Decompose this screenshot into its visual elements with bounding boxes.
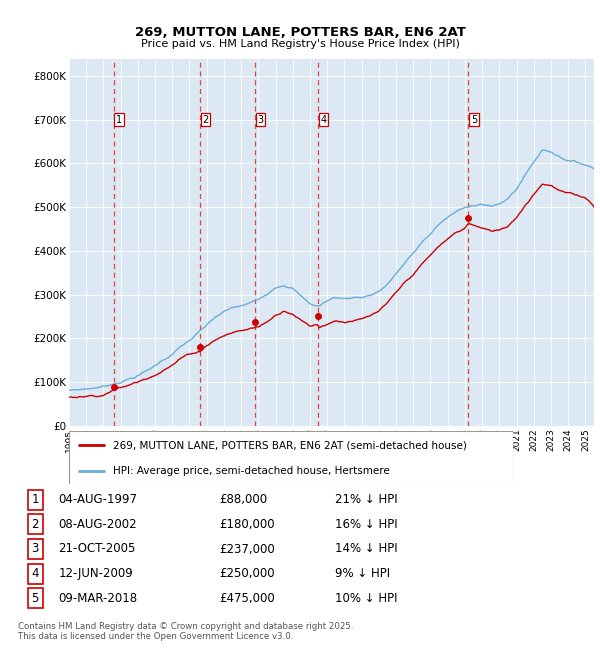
Text: £250,000: £250,000	[220, 567, 275, 580]
Text: 21-OCT-2005: 21-OCT-2005	[58, 543, 136, 556]
Text: 09-MAR-2018: 09-MAR-2018	[58, 592, 137, 604]
Text: 08-AUG-2002: 08-AUG-2002	[58, 518, 137, 531]
Text: 269, MUTTON LANE, POTTERS BAR, EN6 2AT: 269, MUTTON LANE, POTTERS BAR, EN6 2AT	[134, 26, 466, 39]
Text: 16% ↓ HPI: 16% ↓ HPI	[335, 518, 397, 531]
Text: 3: 3	[257, 114, 263, 125]
Text: 5: 5	[471, 114, 477, 125]
Text: Contains HM Land Registry data © Crown copyright and database right 2025.
This d: Contains HM Land Registry data © Crown c…	[18, 622, 353, 642]
Text: 269, MUTTON LANE, POTTERS BAR, EN6 2AT (semi-detached house): 269, MUTTON LANE, POTTERS BAR, EN6 2AT (…	[113, 440, 467, 450]
Text: 9% ↓ HPI: 9% ↓ HPI	[335, 567, 390, 580]
FancyBboxPatch shape	[69, 431, 513, 484]
Text: £88,000: £88,000	[220, 493, 268, 506]
Text: £180,000: £180,000	[220, 518, 275, 531]
Text: 10% ↓ HPI: 10% ↓ HPI	[335, 592, 397, 604]
Text: 21% ↓ HPI: 21% ↓ HPI	[335, 493, 397, 506]
Text: 04-AUG-1997: 04-AUG-1997	[58, 493, 137, 506]
Text: 12-JUN-2009: 12-JUN-2009	[58, 567, 133, 580]
Text: 2: 2	[202, 114, 209, 125]
Text: HPI: Average price, semi-detached house, Hertsmere: HPI: Average price, semi-detached house,…	[113, 466, 390, 476]
Text: 2: 2	[32, 518, 39, 531]
Text: 3: 3	[32, 543, 39, 556]
Text: 14% ↓ HPI: 14% ↓ HPI	[335, 543, 397, 556]
Text: 4: 4	[32, 567, 39, 580]
Text: Price paid vs. HM Land Registry's House Price Index (HPI): Price paid vs. HM Land Registry's House …	[140, 39, 460, 49]
Text: 1: 1	[32, 493, 39, 506]
Text: £237,000: £237,000	[220, 543, 275, 556]
Text: 5: 5	[32, 592, 39, 604]
Text: 4: 4	[320, 114, 326, 125]
Text: £475,000: £475,000	[220, 592, 275, 604]
Text: 1: 1	[116, 114, 122, 125]
